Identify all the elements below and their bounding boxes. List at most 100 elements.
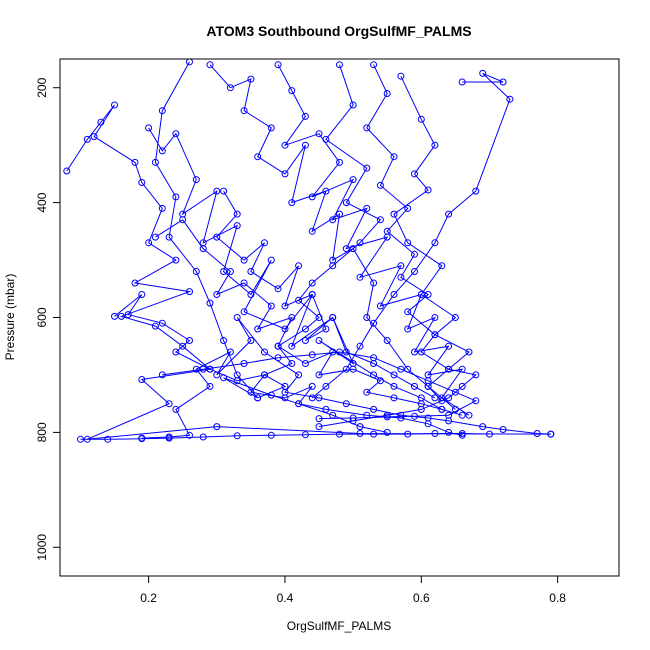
data-point <box>281 382 289 390</box>
data-point <box>342 199 350 207</box>
data-point <box>308 279 316 287</box>
y-tick-label: 600 <box>35 307 49 327</box>
y-axis: 200 400 600 800 1000 <box>35 77 61 561</box>
data-point <box>431 430 439 437</box>
data-point <box>220 337 228 344</box>
data-point <box>206 61 214 69</box>
data-point <box>445 365 453 373</box>
data-point <box>131 158 139 166</box>
data-point <box>329 314 337 321</box>
data-point <box>547 430 555 438</box>
data-point <box>390 394 398 402</box>
data-point <box>233 314 241 321</box>
data-point <box>158 107 166 115</box>
data-point <box>308 351 316 359</box>
data-point <box>233 222 241 230</box>
data-point <box>158 204 166 212</box>
y-tick-label: 800 <box>35 422 49 442</box>
data-point <box>117 312 125 320</box>
data-point <box>267 302 275 310</box>
data-point <box>479 423 487 431</box>
data-point <box>397 365 405 373</box>
data-point <box>301 325 309 333</box>
data-point <box>138 376 146 383</box>
data-point <box>274 285 282 293</box>
data-point <box>411 250 418 258</box>
data-point <box>370 354 378 362</box>
series-line <box>366 64 456 410</box>
data-point <box>370 61 378 69</box>
data-point <box>267 256 275 264</box>
data-point <box>220 187 228 195</box>
data-point <box>356 430 364 437</box>
data-point <box>240 308 248 316</box>
data-point <box>486 430 493 438</box>
data-point <box>349 101 357 109</box>
data-point <box>479 69 487 77</box>
data-point <box>363 314 371 321</box>
x-tick-label: 0.2 <box>140 591 157 605</box>
data-point <box>376 181 384 189</box>
data-point <box>233 432 241 440</box>
data-point <box>240 107 248 115</box>
series-6 <box>308 69 514 402</box>
data-point <box>431 394 439 402</box>
series-line <box>318 75 477 428</box>
data-point <box>267 431 275 439</box>
data-point <box>336 61 343 69</box>
data-point <box>424 414 432 422</box>
data-point <box>226 84 234 92</box>
data-point <box>315 423 323 431</box>
data-point <box>104 435 112 443</box>
data-point <box>465 411 473 419</box>
data-point <box>424 186 432 194</box>
data-point <box>383 413 391 421</box>
data-point <box>83 135 91 143</box>
data-point <box>247 291 255 298</box>
data-point <box>315 337 323 344</box>
data-point <box>240 279 248 287</box>
data-point <box>370 405 378 413</box>
data-point <box>431 331 439 339</box>
data-point <box>417 115 425 123</box>
data-point <box>349 176 357 184</box>
data-point <box>151 233 159 241</box>
data-point <box>472 371 480 379</box>
data-point <box>417 348 425 356</box>
data-point <box>172 193 180 201</box>
data-point <box>356 423 364 431</box>
data-point <box>77 435 84 443</box>
x-tick-label: 0.6 <box>413 591 430 605</box>
series-line <box>66 104 551 440</box>
data-point <box>281 302 289 310</box>
data-point <box>376 377 384 385</box>
data-point <box>124 311 132 319</box>
data-point <box>451 314 459 321</box>
data-point <box>151 322 159 330</box>
data-point <box>370 319 378 327</box>
data-point <box>336 158 343 166</box>
data-point <box>322 325 330 333</box>
y-tick-label: 400 <box>35 192 49 212</box>
data-point <box>206 299 214 307</box>
data-point <box>404 239 412 247</box>
data-point <box>465 348 473 356</box>
data-point <box>247 337 255 344</box>
data-point <box>131 279 139 287</box>
series-7 <box>206 61 446 405</box>
data-point <box>261 371 268 379</box>
data-point <box>308 227 316 235</box>
data-point <box>458 411 466 419</box>
data-point <box>308 394 316 402</box>
series-line <box>80 433 490 440</box>
data-point <box>499 426 507 433</box>
data-point <box>254 153 262 161</box>
data-point <box>192 176 200 184</box>
data-point <box>411 382 418 390</box>
data-point <box>158 371 166 379</box>
data-point <box>376 302 384 310</box>
data-point <box>356 273 364 281</box>
x-axis: 0.2 0.4 0.6 0.8 <box>140 575 566 605</box>
data-point <box>295 296 303 304</box>
